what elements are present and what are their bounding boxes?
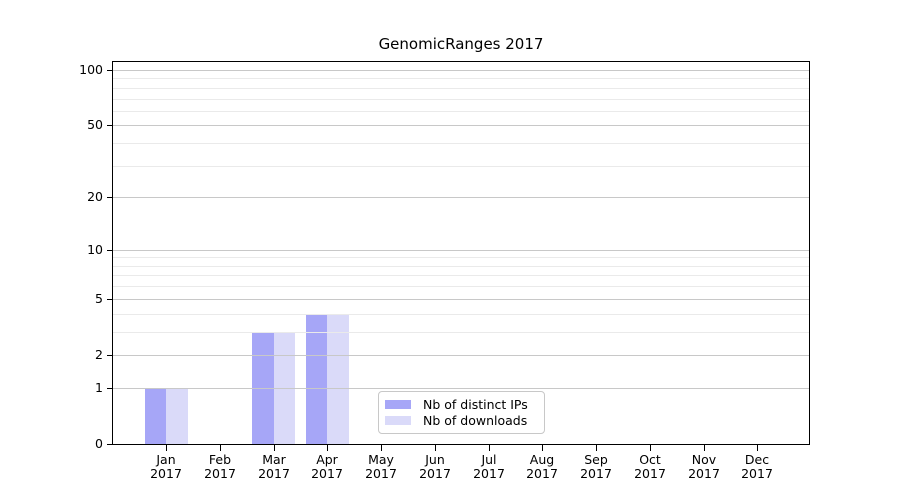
gridline-major-50 [113,125,809,126]
legend-item-distinct-ips: Nb of distinct IPs [385,397,538,412]
gridline-minor-30 [113,166,809,167]
y-tick-mark-100 [107,70,112,71]
gridline-minor-9 [113,257,809,258]
y-tick-label-2: 2 [95,347,103,362]
x-tick-label-dec: Dec 2017 [741,452,773,481]
y-tick-label-10: 10 [87,242,103,257]
legend-label-downloads: Nb of downloads [423,413,528,429]
gridline-major-100 [113,70,809,71]
gridline-major-20 [113,197,809,198]
legend: Nb of distinct IPs Nb of downloads [378,391,545,434]
gridline-minor-7 [113,275,809,276]
gridline-major-2 [113,355,809,356]
gridline-major-5 [113,299,809,300]
gridline-minor-80 [113,88,809,89]
x-tick-label-aug: Aug 2017 [526,452,558,481]
gridline-minor-70 [113,99,809,100]
bar-apr-downloads [327,313,349,444]
x-tick-mark-mar [274,445,275,451]
y-tick-label-50: 50 [87,117,103,132]
x-tick-mark-feb [220,445,221,451]
bar-mar-distinct-ips [252,331,274,444]
legend-item-downloads: Nb of downloads [385,413,538,428]
bar-jan-downloads [166,387,188,444]
y-tick-mark-0 [107,444,112,445]
y-tick-mark-2 [107,355,112,356]
x-tick-label-jan: Jan 2017 [150,452,182,481]
x-tick-label-nov: Nov 2017 [688,452,720,481]
x-tick-mark-nov [704,445,705,451]
x-tick-label-jun: Jun 2017 [419,452,451,481]
y-tick-label-1: 1 [95,380,103,395]
x-tick-mark-sep [596,445,597,451]
gridline-minor-3 [113,332,809,333]
gridline-minor-90 [113,78,809,79]
x-tick-mark-apr [327,445,328,451]
bar-jan-distinct-ips [144,387,167,444]
x-tick-mark-aug [542,445,543,451]
y-tick-mark-20 [107,197,112,198]
y-tick-mark-50 [107,125,112,126]
x-tick-label-mar: Mar 2017 [258,452,290,481]
gridline-minor-6 [113,286,809,287]
gridline-minor-40 [113,143,809,144]
gridline-minor-8 [113,266,809,267]
x-tick-label-jul: Jul 2017 [473,452,505,481]
bar-mar-downloads [273,331,296,444]
gridline-major-1 [113,388,809,389]
legend-label-distinct-ips: Nb of distinct IPs [423,396,528,412]
x-tick-mark-jan [166,445,167,451]
y-tick-mark-1 [107,388,112,389]
x-tick-label-oct: Oct 2017 [634,452,666,481]
x-tick-mark-oct [650,445,651,451]
x-tick-mark-jul [489,445,490,451]
x-tick-mark-jun [435,445,436,451]
legend-swatch-distinct-ips [385,399,411,409]
gridline-minor-4 [113,314,809,315]
y-tick-mark-5 [107,299,112,300]
legend-swatch-downloads [385,416,411,426]
x-tick-label-may: May 2017 [365,452,397,481]
y-tick-label-5: 5 [95,291,103,306]
gridline-minor-60 [113,111,809,112]
x-tick-label-apr: Apr 2017 [311,452,343,481]
chart-title: GenomicRanges 2017 [378,35,544,53]
x-tick-mark-dec [757,445,758,451]
y-tick-label-20: 20 [87,189,103,204]
y-tick-label-0: 0 [95,436,103,451]
bar-apr-distinct-ips [305,313,328,444]
y-tick-label-100: 100 [79,62,103,77]
y-tick-mark-10 [107,250,112,251]
gridline-major-10 [113,250,809,251]
x-tick-label-feb: Feb 2017 [204,452,236,481]
x-tick-label-sep: Sep 2017 [580,452,612,481]
x-tick-mark-may [381,445,382,451]
